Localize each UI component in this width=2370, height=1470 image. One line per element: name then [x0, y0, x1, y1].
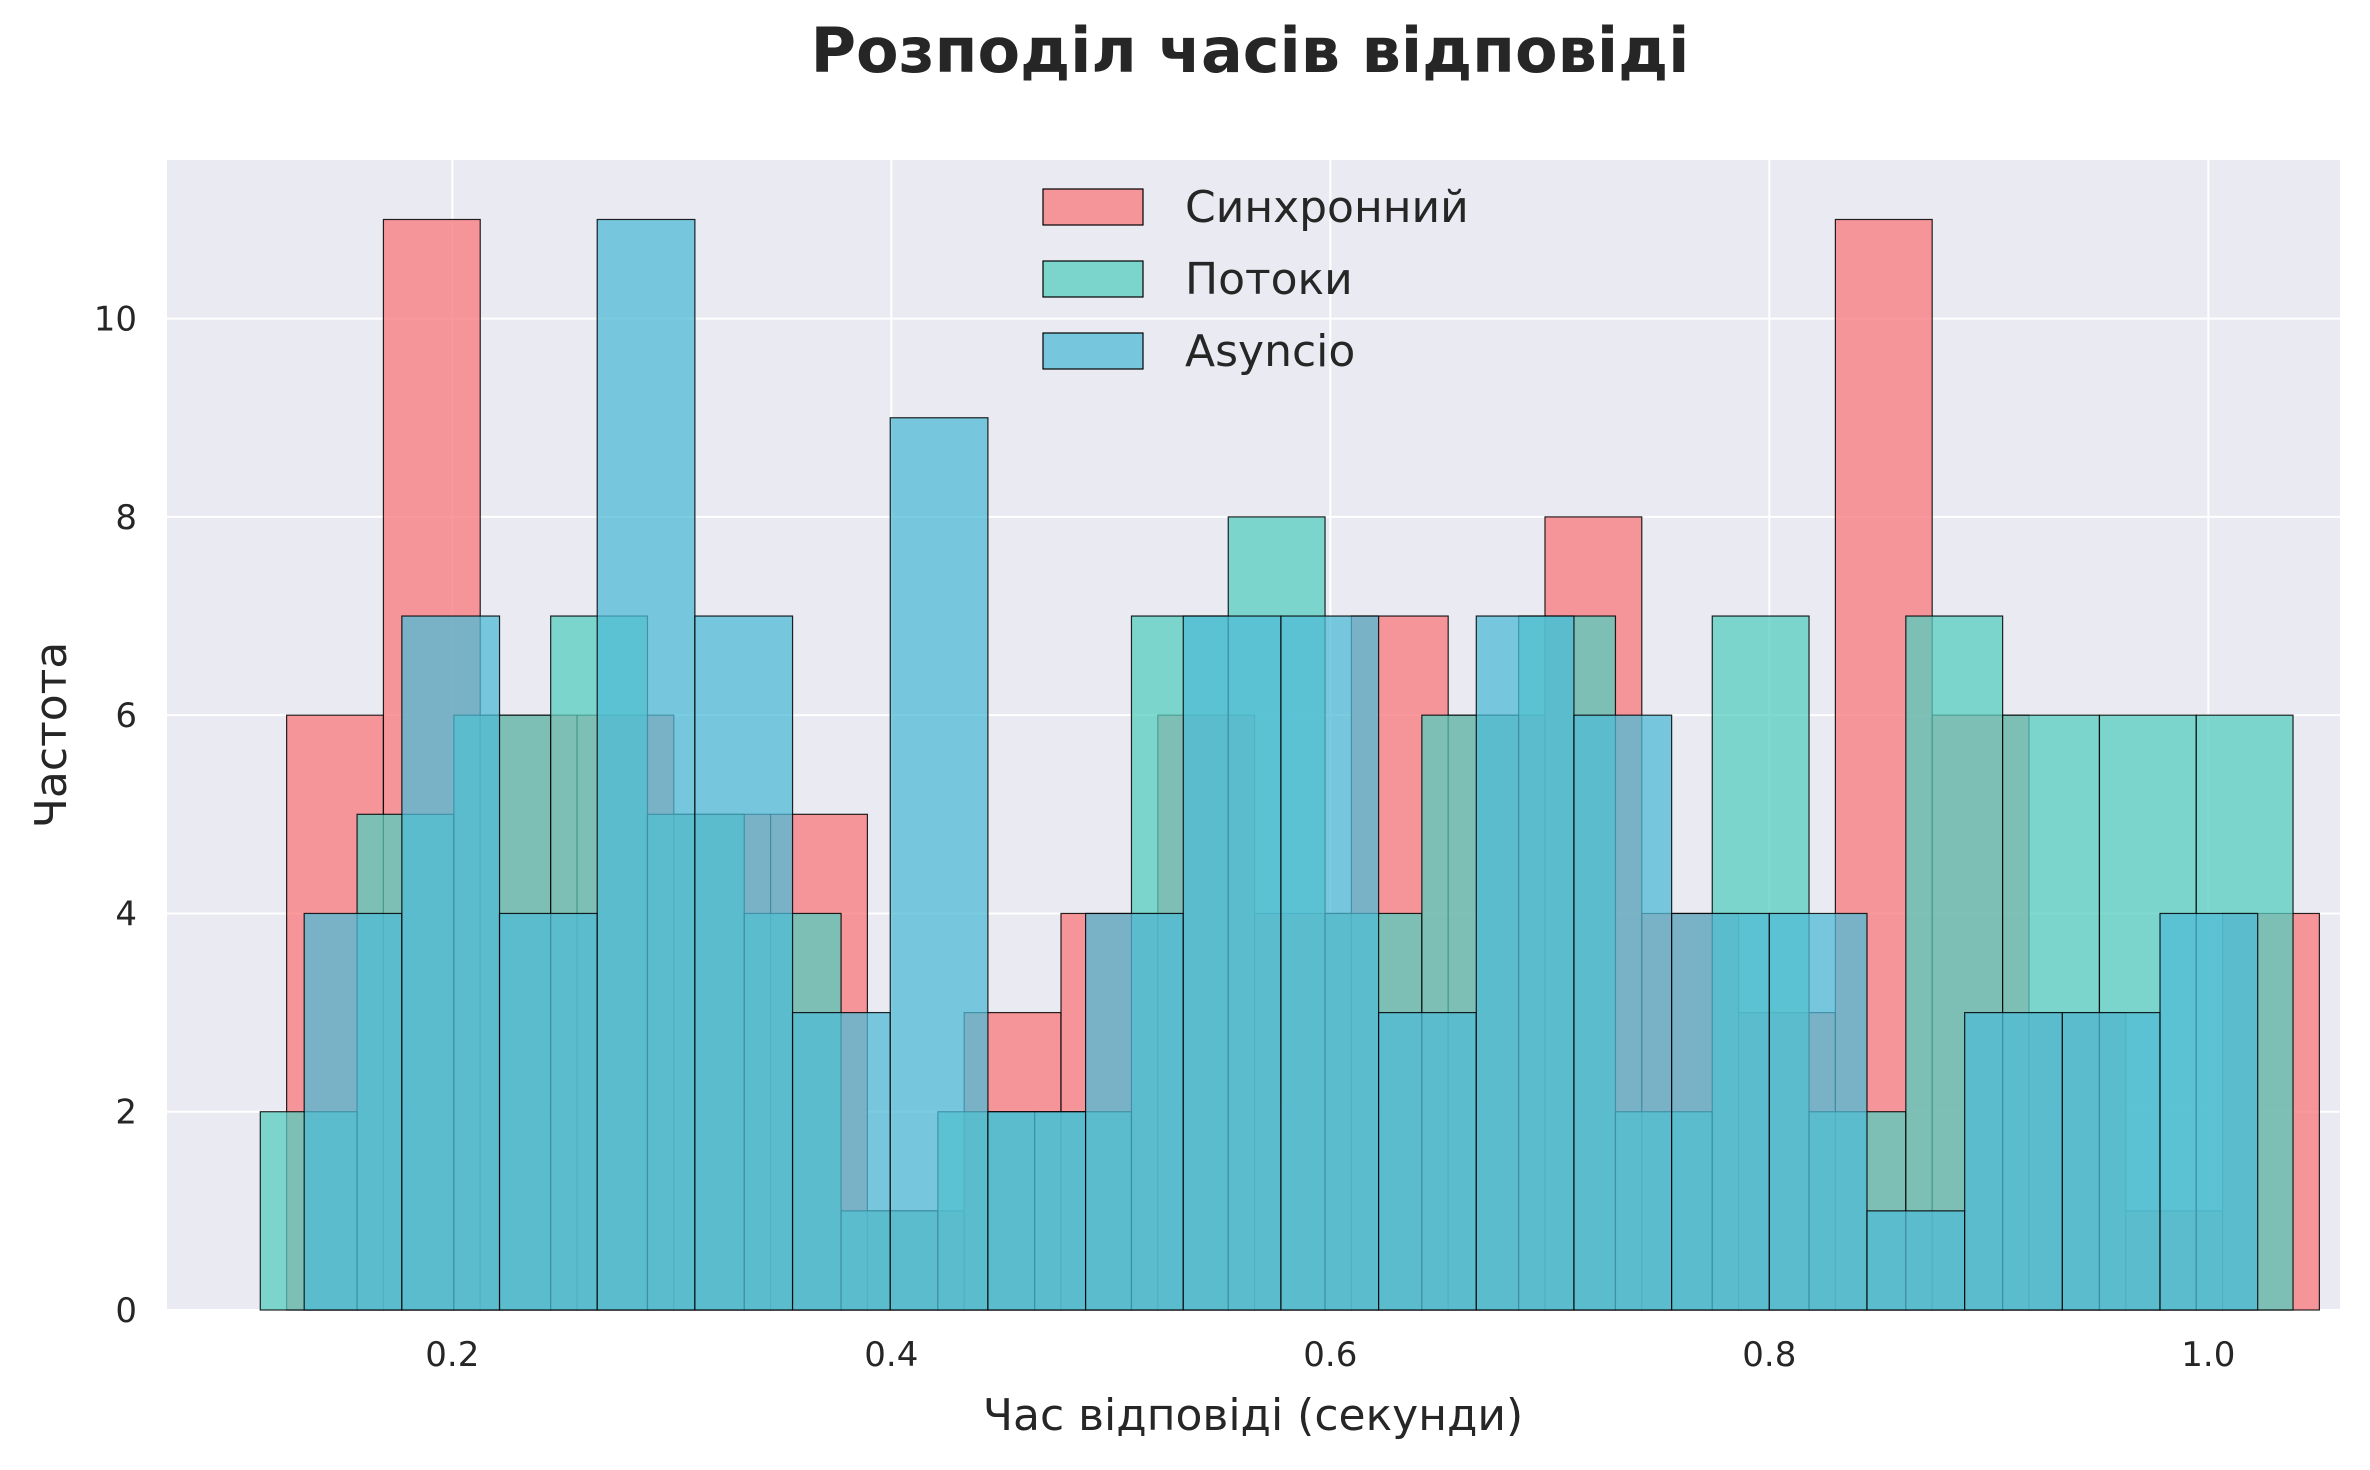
histogram-bar [1573, 714, 1673, 1311]
histogram-bar [1768, 912, 1868, 1311]
histogram-bar [1280, 615, 1380, 1311]
y-tick-label: 10 [94, 300, 137, 340]
legend-label: Синхронний [1185, 182, 1469, 233]
bars [259, 218, 2320, 1311]
histogram-bar [987, 1111, 1087, 1311]
histogram-bar [791, 1011, 891, 1311]
histogram-bar [303, 912, 403, 1311]
histogram-bar [1182, 615, 1282, 1311]
histogram-bar [1475, 615, 1575, 1311]
y-tick-label: 6 [115, 696, 137, 736]
series-group [303, 218, 2259, 1311]
chart-title: Розподіл часів відповіді [810, 14, 1690, 87]
y-axis-ticks: 0 2 4 6 8 10 [94, 300, 137, 1331]
histogram-bar [2061, 1011, 2161, 1311]
x-axis-ticks: 0.2 0.4 0.6 0.8 1.0 [425, 1335, 2235, 1375]
y-tick-label: 8 [115, 498, 137, 538]
y-tick-label: 0 [115, 1291, 137, 1331]
histogram-bar [401, 615, 501, 1311]
x-tick-label: 0.6 [1303, 1335, 1357, 1375]
x-tick-label: 0.4 [864, 1335, 918, 1375]
x-tick-label: 0.2 [425, 1335, 479, 1375]
y-tick-label: 4 [115, 894, 137, 934]
histogram-bar [1866, 1210, 1966, 1311]
x-axis-label: Час відповіді (секунди) [983, 1390, 1523, 1441]
y-tick-label: 2 [115, 1093, 137, 1133]
legend-swatch [1042, 332, 1144, 370]
legend-label: Asyncio [1185, 326, 1355, 377]
x-tick-label: 1.0 [2181, 1335, 2235, 1375]
legend-swatch [1042, 260, 1144, 298]
histogram-bar [2159, 912, 2259, 1311]
histogram-bar [694, 615, 794, 1311]
histogram-bar [498, 912, 598, 1311]
x-tick-label: 0.8 [1742, 1335, 1796, 1375]
legend-swatch [1042, 188, 1144, 226]
histogram-bar [1084, 912, 1184, 1311]
histogram-bar [1671, 912, 1770, 1311]
histogram-bar [596, 218, 696, 1311]
legend: Синхронний Потоки Asyncio [1042, 182, 1469, 377]
legend-label: Потоки [1185, 254, 1353, 305]
histogram-bar [1378, 1011, 1477, 1311]
y-axis-label: Частота [26, 642, 77, 828]
histogram-bar [1964, 1011, 2063, 1311]
histogram-bar [889, 417, 989, 1311]
